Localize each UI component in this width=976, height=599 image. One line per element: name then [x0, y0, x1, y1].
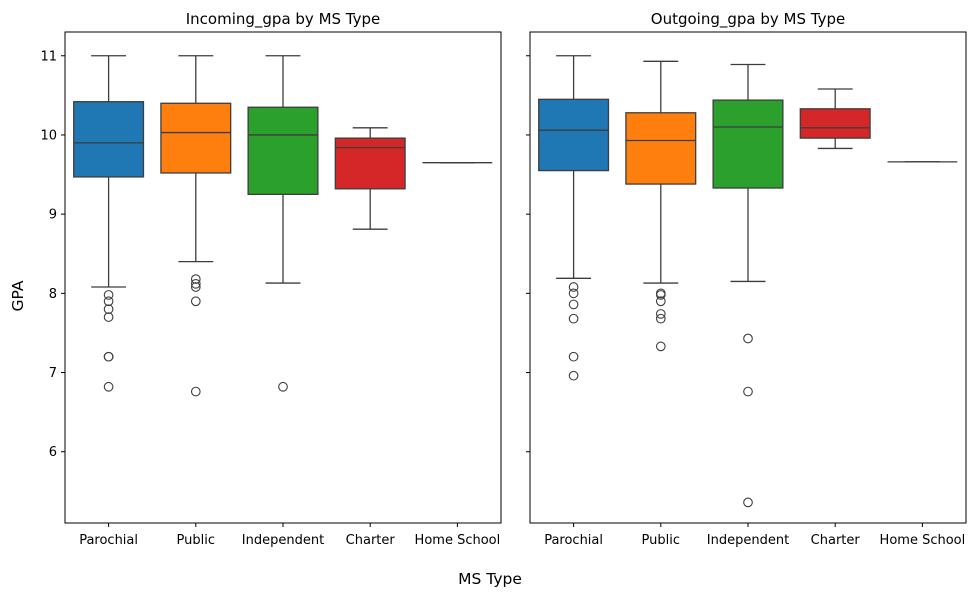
x-tick-label: Independent [707, 533, 789, 548]
x-axis-label: MS Type [458, 570, 522, 588]
outlier-point [568, 288, 579, 299]
outlier-point [655, 313, 666, 324]
outlier-point [568, 282, 579, 292]
y-tick-label: 9 [49, 208, 57, 223]
outlier-point [568, 299, 579, 310]
outlier-point [655, 290, 666, 300]
box-independent [712, 63, 784, 508]
x-tick-label: Home School [880, 533, 966, 548]
y-tick-label: 8 [49, 287, 57, 302]
outlier-point [103, 381, 114, 392]
iqr-box [160, 102, 232, 174]
x-tick-label: Parochial [544, 533, 603, 548]
outlier-point [190, 282, 201, 292]
outlier-point [655, 296, 666, 307]
outlier-point [103, 290, 114, 300]
y-tick-label: 7 [49, 366, 57, 381]
plot-frame [64, 31, 502, 524]
outlier-point [190, 296, 201, 307]
y-tick-label: 6 [49, 445, 57, 460]
outlier-point [190, 274, 201, 284]
outgoing-gpa-panel: Outgoing_gpa by MS Type Parochial Public In… [526, 10, 967, 548]
outlier-point [568, 313, 579, 324]
outlier-point [278, 381, 288, 392]
outlier-point [103, 296, 114, 307]
box-independent [247, 55, 319, 392]
y-tick-label: 11 [40, 49, 57, 64]
iqr-box [625, 112, 697, 185]
outlier-point [743, 497, 753, 508]
box-charter [334, 127, 406, 230]
incoming-gpa-panel: Incoming_gpa by MS Type 6 7 8 9 10 11 Parochial… [40, 10, 502, 548]
x-tick-label: Charter [811, 533, 861, 548]
x-tick-label: Charter [346, 533, 396, 548]
outlier-point [103, 312, 114, 322]
plot-frame [529, 31, 967, 524]
box-public [625, 60, 697, 352]
iqr-box [538, 98, 610, 172]
x-tick-label: Independent [242, 533, 324, 548]
x-tick-label: Parochial [79, 533, 138, 548]
outlier-point [103, 351, 114, 362]
panel-title: Incoming_gpa by MS Type [186, 10, 381, 29]
outlier-point [655, 309, 666, 319]
x-tick-label: Public [642, 533, 680, 548]
box-parochial [538, 55, 610, 381]
outlier-point [190, 386, 201, 397]
iqr-box [73, 101, 145, 178]
panel-title: Outgoing_gpa by MS Type [651, 10, 845, 29]
iqr-box [247, 106, 319, 195]
iqr-box [712, 99, 784, 189]
y-axis-label: GPA [9, 280, 27, 311]
box-parochial [73, 55, 145, 392]
x-tick-label: Home School [415, 533, 501, 548]
x-tick-label: Public [177, 533, 215, 548]
outlier-point [103, 304, 114, 315]
outlier-point [568, 351, 579, 362]
outlier-point [743, 333, 753, 344]
box-charter [799, 88, 871, 150]
y-tick-label: 10 [40, 128, 57, 143]
outlier-point [568, 370, 579, 381]
iqr-box [799, 108, 871, 139]
box-public [160, 55, 232, 397]
outlier-point [743, 386, 753, 397]
outlier-point [655, 341, 666, 352]
iqr-box [334, 137, 406, 190]
outlier-point [190, 278, 201, 289]
